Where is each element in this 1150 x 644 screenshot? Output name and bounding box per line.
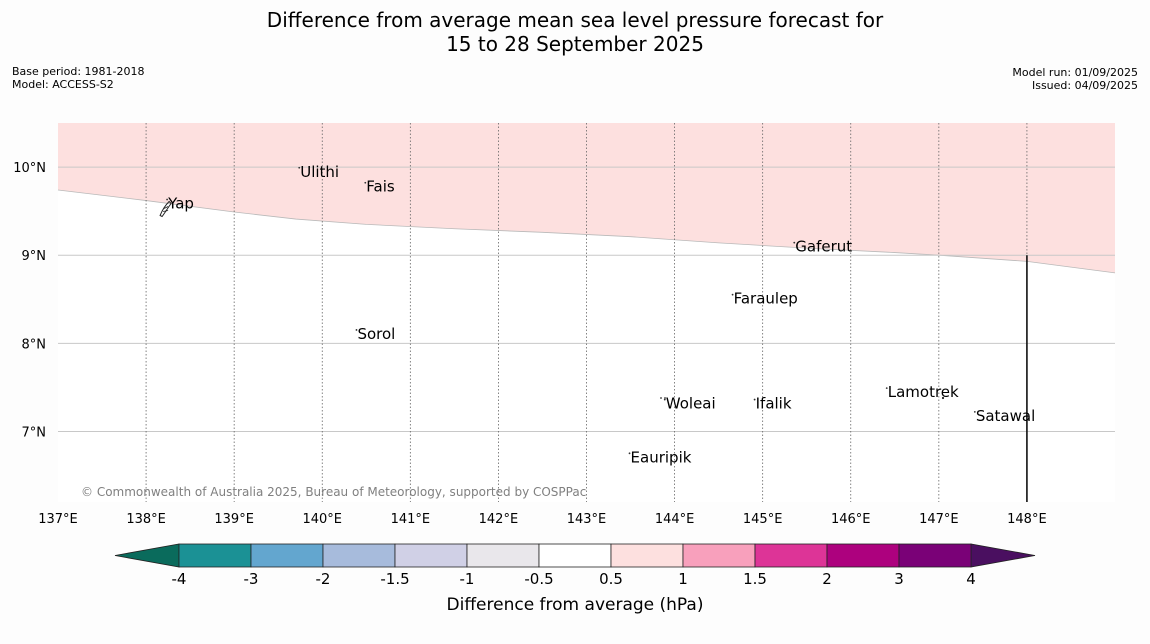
colorbar-bin — [754, 543, 828, 568]
lon-tick-label: 145°E — [743, 512, 783, 527]
colorbar-tick-label: 3 — [894, 570, 904, 588]
yap-island-detail — [163, 206, 169, 212]
yap-island-shape — [159, 200, 172, 218]
colorbar-under-arrow — [114, 543, 180, 568]
lon-tick-label: 142°E — [479, 512, 519, 527]
colorbar-tick-label: 2 — [822, 570, 832, 588]
colorbar-label: Difference from average (hPa) — [447, 595, 704, 615]
model-name: Model: ACCESS-S2 — [12, 78, 114, 91]
colorbar-tick-label: 4 — [966, 570, 976, 588]
colorbar-tick-label: 1.5 — [743, 570, 767, 588]
colorbar-tick-label: -2 — [316, 570, 331, 588]
colorbar-bin — [538, 543, 612, 568]
place-label-gaferut: Gaferut — [795, 238, 852, 256]
lat-tick-label: 8°N — [22, 337, 47, 352]
islet-dot — [660, 397, 662, 399]
lon-tick-label: 144°E — [655, 512, 695, 527]
colorbar-bin — [826, 543, 900, 568]
lon-tick-label: 146°E — [831, 512, 871, 527]
lon-tick-label: 143°E — [567, 512, 607, 527]
islet-dot — [941, 396, 945, 400]
lon-tick-label: 138°E — [126, 512, 166, 527]
place-label-yap: Yap — [167, 194, 194, 212]
colorbar-bin — [610, 543, 684, 568]
colorbar-bin — [178, 543, 252, 568]
lat-tick-label: 10°N — [13, 161, 46, 176]
place-label-sorol: Sorol — [357, 325, 395, 343]
model-run-info: Model run: 01/09/2025 Issued: 04/09/2025 — [1012, 66, 1138, 92]
place-label-eauripik: Eauripik — [631, 448, 692, 466]
colorbar-tick-label: 0.5 — [599, 570, 623, 588]
place-marker — [166, 198, 169, 201]
place-marker — [973, 411, 976, 413]
place-marker — [731, 293, 734, 296]
place-marker — [628, 452, 631, 455]
place-marker — [793, 241, 796, 244]
lon-tick-label: 147°E — [919, 512, 959, 527]
colorbar-bin — [322, 543, 396, 568]
base-period: Base period: 1981-2018 — [12, 65, 145, 78]
place-label-satawal: Satawal — [976, 407, 1035, 425]
colorbar-bin — [466, 543, 540, 568]
base-period-info: Base period: 1981-2018 Model: ACCESS-S2 — [12, 65, 144, 91]
colorbar-tick-label: -3 — [244, 570, 259, 588]
lon-tick-label: 137°E — [38, 512, 78, 527]
lat-tick-label: 9°N — [22, 249, 47, 264]
place-label-woleai: Woleai — [666, 395, 716, 413]
colorbar-bin — [682, 543, 756, 568]
colorbar-tick-label: -0.5 — [524, 570, 553, 588]
issued-date: Issued: 04/09/2025 — [1031, 79, 1138, 92]
lon-tick-label: 140°E — [302, 512, 342, 527]
place-marker — [753, 398, 756, 401]
place-label-ifalik: Ifalik — [756, 395, 792, 413]
colorbar-bin — [394, 543, 468, 568]
colorbar-bin — [898, 543, 972, 568]
lon-tick-label: 141°E — [391, 512, 431, 527]
colorbar-tick-label: -1 — [460, 570, 475, 588]
place-label-fais: Fais — [366, 178, 395, 196]
lon-tick-label: 139°E — [214, 512, 254, 527]
map-title: Difference from average mean sea level p… — [0, 8, 1150, 56]
colorbar-tick-label: -4 — [172, 570, 187, 588]
place-marker — [885, 387, 888, 390]
place-label-ulithi: Ulithi — [300, 163, 339, 181]
model-run: Model run: 01/09/2025 — [1012, 66, 1138, 79]
place-marker — [355, 329, 358, 331]
place-marker — [298, 166, 301, 169]
copyright-notice: © Commonwealth of Australia 2025, Bureau… — [81, 485, 586, 499]
colorbar-bin — [250, 543, 324, 568]
colorbar-over-arrow — [970, 543, 1036, 568]
lon-tick-label: 148°E — [1007, 512, 1047, 527]
lat-tick-label: 7°N — [22, 425, 47, 440]
islet-dot — [664, 397, 666, 399]
place-label-faraulep: Faraulep — [734, 290, 798, 308]
colorbar-tick-label: -1.5 — [380, 570, 409, 588]
title-line-1: Difference from average mean sea level p… — [266, 8, 884, 32]
title-line-2: 15 to 28 September 2025 — [446, 32, 704, 56]
colorbar-tick-label: 1 — [678, 570, 688, 588]
place-marker — [663, 398, 666, 401]
place-label-lamotrek: Lamotrek — [888, 383, 959, 401]
place-marker — [364, 181, 367, 184]
